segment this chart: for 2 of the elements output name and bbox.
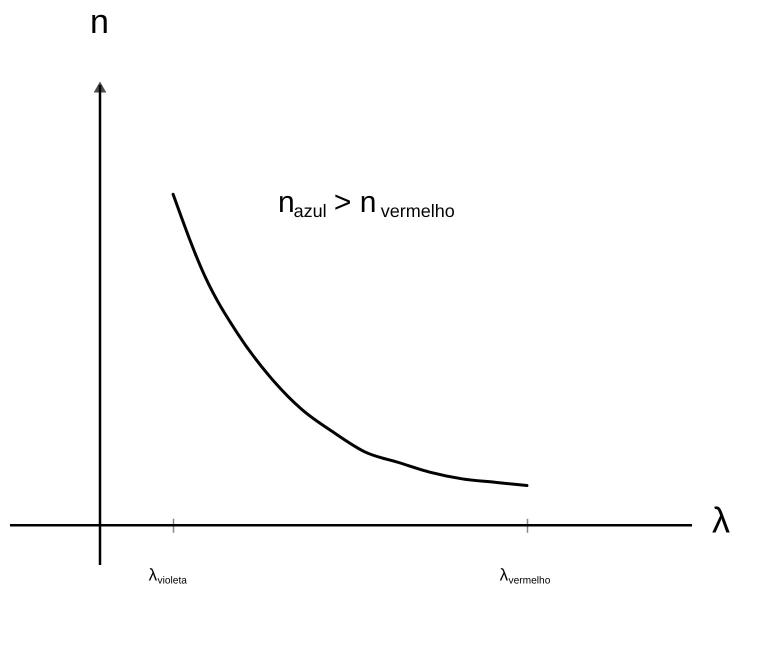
y-axis-title: n bbox=[90, 3, 109, 41]
x-axis-title: λ bbox=[712, 499, 730, 540]
